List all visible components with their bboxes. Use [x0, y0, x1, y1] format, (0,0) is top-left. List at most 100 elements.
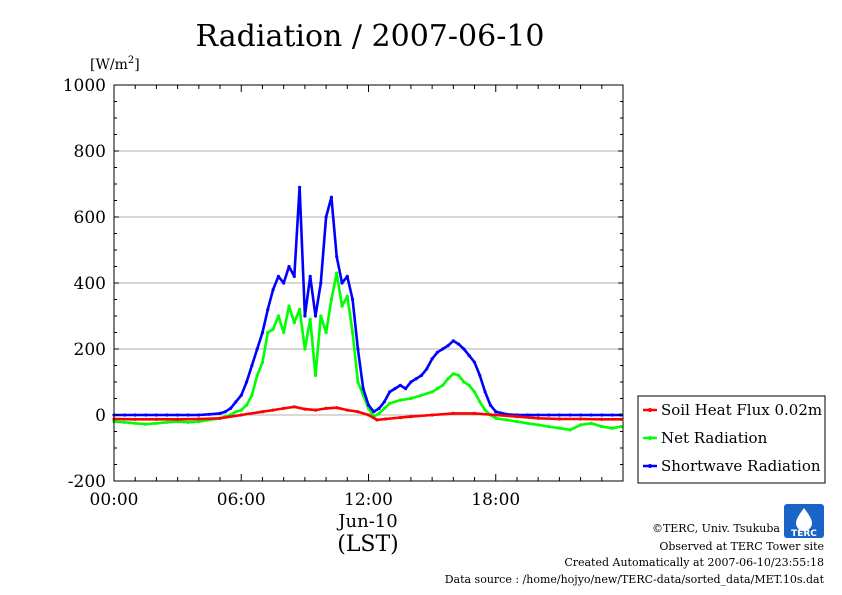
y-axis-unit-label: [W/m2] [90, 55, 140, 73]
data-point [176, 417, 180, 421]
data-point [154, 413, 158, 417]
data-point [329, 195, 333, 199]
x-axis-date-label: Jun-10 [336, 511, 397, 532]
data-point [472, 411, 477, 415]
data-point [600, 417, 604, 421]
data-point [239, 408, 243, 412]
data-point [245, 380, 249, 384]
y-tick-label: 1000 [63, 76, 106, 96]
data-point [600, 425, 604, 429]
data-point [260, 360, 265, 364]
data-point [589, 421, 593, 425]
x-tick-label: 12:00 [344, 490, 393, 510]
data-point [366, 413, 371, 417]
data-point [372, 410, 376, 414]
data-point [600, 413, 604, 417]
data-point [197, 413, 201, 417]
data-point [271, 408, 275, 412]
data-point [186, 413, 190, 417]
data-point [313, 373, 318, 377]
y-axis-ticks: 1000 800 600 400 200 0 -200 [63, 76, 623, 492]
data-point [271, 327, 275, 331]
data-point [144, 422, 148, 426]
data-point [313, 314, 318, 318]
data-point [425, 367, 429, 371]
data-point [494, 413, 498, 417]
series-line-1 [113, 271, 622, 432]
data-point [377, 406, 381, 410]
data-point [404, 387, 408, 391]
data-point [515, 420, 519, 424]
data-point [579, 413, 583, 417]
logo-label: TERC [791, 529, 817, 539]
data-point [494, 416, 498, 420]
data-point [547, 413, 551, 417]
data-point [133, 413, 137, 417]
data-point [441, 347, 445, 351]
data-point [526, 413, 530, 417]
y-tick-label: 800 [74, 142, 106, 162]
data-point [526, 421, 530, 425]
data-point [435, 387, 439, 391]
data-point [313, 408, 318, 412]
data-point [462, 380, 466, 384]
data-point [382, 400, 386, 404]
data-point [467, 383, 471, 387]
data-point [303, 347, 307, 351]
data-point [619, 425, 623, 429]
data-point [430, 390, 434, 394]
data-point [419, 373, 424, 377]
data-point [478, 400, 482, 404]
data-point [356, 347, 360, 351]
data-point [154, 417, 158, 421]
data-point [260, 330, 265, 335]
data-point [446, 344, 450, 348]
series-lines [112, 185, 623, 432]
data-point [366, 403, 371, 407]
data-point [340, 281, 344, 285]
data-point [568, 413, 572, 417]
data-point [229, 406, 233, 410]
data-point [276, 314, 280, 318]
data-point [345, 408, 349, 412]
terc-logo: TERC [784, 504, 824, 539]
data-point [186, 420, 190, 424]
data-point [356, 410, 360, 414]
data-point [579, 417, 583, 421]
data-point [266, 307, 270, 311]
data-point [308, 317, 312, 321]
data-point [446, 377, 450, 381]
data-point [335, 271, 339, 275]
data-point [245, 403, 249, 407]
data-point [361, 387, 365, 391]
data-point [393, 387, 397, 391]
data-point [345, 294, 349, 298]
data-point [409, 380, 413, 384]
y-unit-sup: 2 [128, 55, 134, 66]
data-point [133, 421, 137, 425]
data-point [356, 380, 360, 384]
data-point [430, 413, 434, 417]
data-point [335, 255, 339, 259]
data-point [472, 360, 477, 364]
series-line-2 [114, 186, 621, 417]
data-point [619, 417, 623, 421]
data-point [435, 350, 439, 354]
data-point [255, 373, 259, 377]
chart-title: Radiation / 2007-06-10 [195, 19, 544, 54]
footer-copyright: ©TERC, Univ. Tsukuba [652, 522, 780, 535]
data-point [579, 423, 583, 427]
data-point [377, 411, 381, 415]
x-tick-label: 06:00 [217, 490, 266, 510]
x-tick-label: 00:00 [90, 490, 139, 510]
data-point [197, 417, 201, 421]
data-point [340, 304, 344, 308]
data-point [133, 417, 137, 421]
legend: Soil Heat Flux 0.02m Net Radiation Shortwa… [637, 395, 826, 484]
y-unit-base: [W/m [90, 57, 128, 73]
data-point [441, 383, 445, 387]
legend-box [637, 395, 826, 484]
data-point [536, 423, 540, 427]
data-point [176, 420, 180, 424]
data-point [234, 400, 238, 404]
